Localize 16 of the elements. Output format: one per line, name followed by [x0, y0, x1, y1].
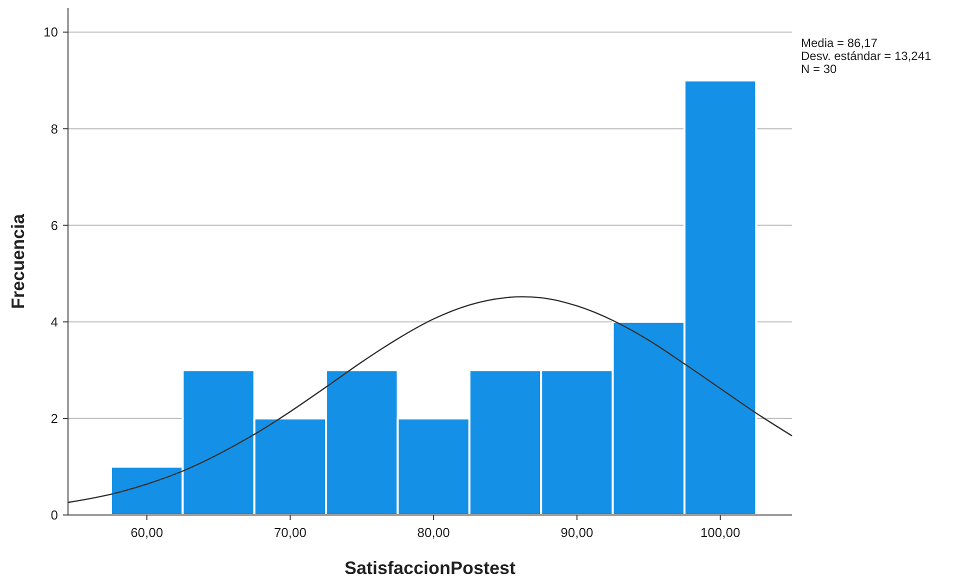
x-tick-label: 60,00	[130, 525, 164, 540]
y-axis-title: Frecuencia	[8, 212, 28, 310]
text: Desv. estándar = 13,241	[801, 49, 932, 63]
x-tick-label: 70,00	[274, 525, 306, 540]
x-tick-label: 90,00	[560, 525, 594, 540]
y-tick-label: 2	[50, 410, 58, 426]
y-tick-label: 0	[50, 508, 58, 523]
y-tick-label: 10	[44, 24, 58, 40]
text: Media = 86,17	[801, 36, 878, 50]
x-axis-title: SatisfaccionPostest	[344, 558, 516, 578]
y-tick-label: 4	[50, 314, 58, 330]
y-tick-label: 6	[50, 218, 58, 233]
x-tick-label: 100,00	[700, 525, 740, 540]
text: N = 30	[801, 62, 838, 76]
y-tick-label: 8	[50, 121, 58, 136]
x-tick-label: 80,00	[417, 525, 450, 540]
